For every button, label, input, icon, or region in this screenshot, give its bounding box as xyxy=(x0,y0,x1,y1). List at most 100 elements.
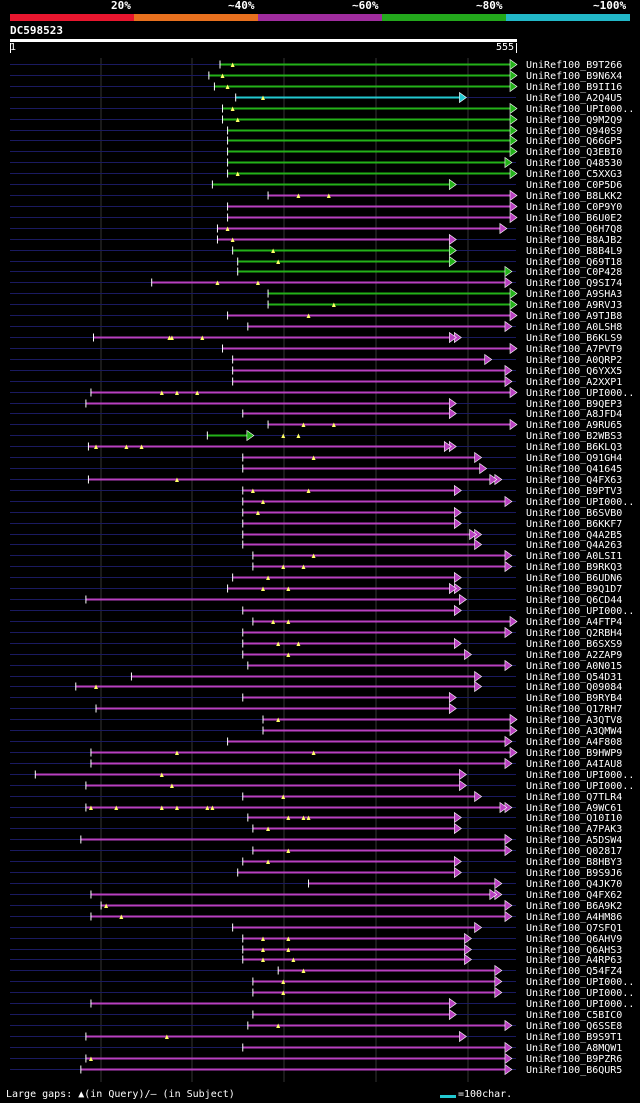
hit-row[interactable]: UniRef100_UPI000.. xyxy=(10,604,634,618)
hit-label[interactable]: UniRef100_B9PTV3 xyxy=(526,486,622,497)
hit-label[interactable]: UniRef100_B6U0E2 xyxy=(526,213,622,224)
hit-row[interactable]: UniRef100_Q7TLR4 xyxy=(10,790,622,804)
hit-label[interactable]: UniRef100_C5XXG3 xyxy=(526,169,622,180)
hit-label[interactable]: UniRef100_UPI000.. xyxy=(526,781,634,792)
hit-label[interactable]: UniRef100_Q6CD44 xyxy=(526,595,622,606)
hit-label[interactable]: UniRef100_UPI000.. xyxy=(526,999,634,1010)
hit-label[interactable]: UniRef100_B6KLS9 xyxy=(526,333,622,344)
hit-row[interactable]: UniRef100_Q02817 xyxy=(10,844,622,858)
hit-row[interactable]: UniRef100_B6QUR5 xyxy=(10,1063,622,1077)
hit-label[interactable]: UniRef100_Q48530 xyxy=(526,158,622,169)
hit-row[interactable]: UniRef100_UPI000.. xyxy=(10,975,634,989)
hit-row[interactable]: UniRef100_Q6SSE8 xyxy=(10,1019,622,1033)
hit-label[interactable]: UniRef100_Q69T18 xyxy=(526,257,622,268)
hit-row[interactable]: UniRef100_UPI000.. xyxy=(10,102,634,116)
hit-label[interactable]: UniRef100_A8JFD4 xyxy=(526,409,622,420)
hit-label[interactable]: UniRef100_A7PAK3 xyxy=(526,824,622,835)
hit-row[interactable]: UniRef100_A5DSW4 xyxy=(10,833,622,847)
hit-row[interactable]: UniRef100_Q4A2B5 xyxy=(10,528,622,542)
hit-label[interactable]: UniRef100_Q09084 xyxy=(526,682,622,693)
hit-label[interactable]: UniRef100_B9HWP9 xyxy=(526,748,622,759)
hit-row[interactable]: UniRef100_Q41645 xyxy=(10,462,622,476)
hit-label[interactable]: UniRef100_A4FTP4 xyxy=(526,617,622,628)
hit-label[interactable]: UniRef100_B9S9T1 xyxy=(526,1032,622,1043)
hit-row[interactable]: UniRef100_A9RU65 xyxy=(10,418,622,432)
hit-label[interactable]: UniRef100_Q02817 xyxy=(526,846,622,857)
hit-row[interactable]: UniRef100_Q9SI74 xyxy=(10,276,622,290)
hit-label[interactable]: UniRef100_B9RYB4 xyxy=(526,693,622,704)
hit-label[interactable]: UniRef100_Q6YXX5 xyxy=(526,366,622,377)
hit-label[interactable]: UniRef100_A3QMW4 xyxy=(526,726,622,737)
hit-row[interactable]: UniRef100_B9QEP3 xyxy=(10,397,622,411)
hit-row[interactable]: UniRef100_B9RKQ3 xyxy=(10,560,622,574)
hit-label[interactable]: UniRef100_A0LSH8 xyxy=(526,322,622,333)
hit-row[interactable]: UniRef100_B6SXS9 xyxy=(10,637,622,651)
hit-row[interactable]: UniRef100_Q3EBI0 xyxy=(10,145,622,159)
hit-label[interactable]: UniRef100_B9S9J6 xyxy=(526,868,622,879)
hit-row[interactable]: UniRef100_A2Q4U5 xyxy=(10,91,622,105)
hit-label[interactable]: UniRef100_UPI000.. xyxy=(526,104,634,115)
hit-label[interactable]: UniRef100_UPI000.. xyxy=(526,988,634,999)
hit-row[interactable]: UniRef100_B9PTV3 xyxy=(10,484,622,498)
hit-row[interactable]: UniRef100_Q54FZ4 xyxy=(10,964,622,978)
hit-row[interactable]: UniRef100_B9T266 xyxy=(10,58,622,72)
hit-label[interactable]: UniRef100_B9II16 xyxy=(526,82,622,93)
hit-label[interactable]: UniRef100_A3QTV8 xyxy=(526,715,622,726)
hit-label[interactable]: UniRef100_Q7TLR4 xyxy=(526,792,622,803)
hit-row[interactable]: UniRef100_Q4JK70 xyxy=(10,877,622,891)
hit-label[interactable]: UniRef100_Q6AHS3 xyxy=(526,945,622,956)
hit-row[interactable]: UniRef100_B9S9T1 xyxy=(10,1030,622,1044)
hit-row[interactable]: UniRef100_B8AJB2 xyxy=(10,233,622,247)
hit-label[interactable]: UniRef100_B6KLQ3 xyxy=(526,442,622,453)
hit-label[interactable]: UniRef100_A0QRP2 xyxy=(526,355,622,366)
hit-label[interactable]: UniRef100_Q54FZ4 xyxy=(526,966,622,977)
hit-row[interactable]: UniRef100_UPI000.. xyxy=(10,997,634,1011)
hit-label[interactable]: UniRef100_C0P9Y0 xyxy=(526,202,622,213)
hit-label[interactable]: UniRef100_B8B4L9 xyxy=(526,246,622,257)
hit-label[interactable]: UniRef100_A9SHA3 xyxy=(526,289,622,300)
hit-row[interactable]: UniRef100_B6KKF7 xyxy=(10,517,622,531)
hit-row[interactable]: UniRef100_Q4FX62 xyxy=(10,888,622,902)
hit-row[interactable]: UniRef100_A0QRP2 xyxy=(10,353,622,367)
hit-label[interactable]: UniRef100_A2XXP1 xyxy=(526,377,622,388)
hit-row[interactable]: UniRef100_C5BIC0 xyxy=(10,1008,622,1022)
hit-row[interactable]: UniRef100_Q66GP5 xyxy=(10,134,622,148)
hit-row[interactable]: UniRef100_Q6H7Q8 xyxy=(10,222,622,236)
hit-label[interactable]: UniRef100_Q4FX63 xyxy=(526,475,622,486)
hit-row[interactable]: UniRef100_A0N015 xyxy=(10,659,622,673)
hit-label[interactable]: UniRef100_Q940S9 xyxy=(526,126,622,137)
hit-label[interactable]: UniRef100_A0N015 xyxy=(526,661,622,672)
hit-label[interactable]: UniRef100_Q9M2Q9 xyxy=(526,115,622,126)
hit-label[interactable]: UniRef100_UPI000.. xyxy=(526,977,634,988)
hit-label[interactable]: UniRef100_Q66GP5 xyxy=(526,136,622,147)
hit-label[interactable]: UniRef100_A9RU65 xyxy=(526,420,622,431)
hit-row[interactable]: UniRef100_Q91GH4 xyxy=(10,451,622,465)
hit-row[interactable]: UniRef100_C0P5D6 xyxy=(10,178,622,192)
hit-row[interactable]: UniRef100_Q6AHS3 xyxy=(10,943,622,957)
hit-label[interactable]: UniRef100_Q54D31 xyxy=(526,672,622,683)
hit-label[interactable]: UniRef100_B6SXS9 xyxy=(526,639,622,650)
hit-row[interactable]: UniRef100_A2ZAP9 xyxy=(10,648,622,662)
hit-row[interactable]: UniRef100_Q6YXX5 xyxy=(10,364,622,378)
hit-label[interactable]: UniRef100_A9WC61 xyxy=(526,803,622,814)
hit-row[interactable]: UniRef100_Q6CD44 xyxy=(10,593,622,607)
hit-row[interactable]: UniRef100_A2XXP1 xyxy=(10,375,622,389)
hit-label[interactable]: UniRef100_C0P5D6 xyxy=(526,180,622,191)
hit-label[interactable]: UniRef100_B9N6X4 xyxy=(526,71,622,82)
hit-label[interactable]: UniRef100_B8HBY3 xyxy=(526,857,622,868)
hit-label[interactable]: UniRef100_B6A9K2 xyxy=(526,901,622,912)
hit-row[interactable]: UniRef100_Q940S9 xyxy=(10,124,622,138)
hit-row[interactable]: UniRef100_UPI000.. xyxy=(10,779,634,793)
hit-row[interactable]: UniRef100_B9PZR6 xyxy=(10,1052,622,1066)
hit-row[interactable]: UniRef100_B6SVB0 xyxy=(10,506,622,520)
hit-row[interactable]: UniRef100_A0LSH8 xyxy=(10,320,622,334)
hit-row[interactable]: UniRef100_A3QTV8 xyxy=(10,713,622,727)
hit-label[interactable]: UniRef100_Q4A2B5 xyxy=(526,530,622,541)
hit-row[interactable]: UniRef100_B9II16 xyxy=(10,80,622,94)
hit-label[interactable]: UniRef100_Q6AHV9 xyxy=(526,934,622,945)
hit-label[interactable]: UniRef100_Q91GH4 xyxy=(526,453,622,464)
hit-row[interactable]: UniRef100_C0P428 xyxy=(10,265,622,279)
hit-label[interactable]: UniRef100_A5DSW4 xyxy=(526,835,622,846)
hit-row[interactable]: UniRef100_A7PAK3 xyxy=(10,822,622,836)
hit-label[interactable]: UniRef100_Q4JK70 xyxy=(526,879,622,890)
